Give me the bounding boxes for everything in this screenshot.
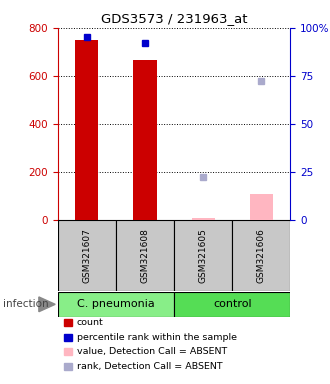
- Text: GSM321606: GSM321606: [257, 228, 266, 283]
- Text: infection: infection: [3, 299, 49, 310]
- Bar: [232, 220, 290, 291]
- Bar: [133, 60, 157, 220]
- Text: C. pneumonia: C. pneumonia: [77, 299, 155, 310]
- Polygon shape: [39, 297, 55, 312]
- Bar: [75, 40, 98, 220]
- Text: GSM321605: GSM321605: [199, 228, 208, 283]
- Bar: [250, 194, 273, 220]
- Text: rank, Detection Call = ABSENT: rank, Detection Call = ABSENT: [77, 362, 222, 371]
- Bar: [116, 220, 174, 291]
- Bar: [174, 292, 290, 317]
- Bar: [191, 218, 215, 220]
- Text: value, Detection Call = ABSENT: value, Detection Call = ABSENT: [77, 347, 227, 356]
- Text: percentile rank within the sample: percentile rank within the sample: [77, 333, 237, 342]
- Text: GSM321607: GSM321607: [82, 228, 91, 283]
- Bar: [58, 292, 174, 317]
- Text: count: count: [77, 318, 103, 327]
- Title: GDS3573 / 231963_at: GDS3573 / 231963_at: [101, 12, 247, 25]
- Text: GSM321608: GSM321608: [141, 228, 149, 283]
- Bar: [58, 220, 116, 291]
- Bar: [174, 220, 232, 291]
- Text: control: control: [213, 299, 251, 310]
